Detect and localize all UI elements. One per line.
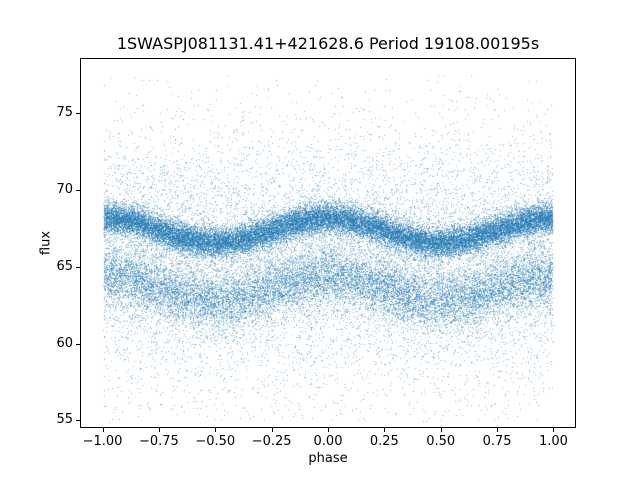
x-tick-mark <box>553 428 555 432</box>
y-tick-mark <box>76 343 80 345</box>
x-tick-label: −0.50 <box>195 434 236 449</box>
y-tick-mark <box>76 266 80 268</box>
x-tick-mark <box>384 428 386 432</box>
x-tick-mark <box>215 428 217 432</box>
y-tick-label: 65 <box>56 258 73 274</box>
y-tick-label: 55 <box>56 412 73 428</box>
y-tick-mark <box>76 190 80 192</box>
y-tick-mark <box>76 113 80 115</box>
y-axis-label: flux <box>38 230 54 256</box>
x-tick-mark <box>102 428 104 432</box>
x-tick-label: −0.25 <box>251 434 292 449</box>
x-tick-mark <box>328 428 329 432</box>
x-tick-label: 1.00 <box>538 434 568 449</box>
chart-title: 1SWASPJ081131.41+421628.6 Period 19108.0… <box>116 34 540 53</box>
x-tick-label: 0.25 <box>369 434 399 449</box>
x-tick-mark <box>497 428 499 432</box>
scatter-points-canvas <box>81 59 575 427</box>
x-axis-label: phase <box>308 451 348 466</box>
x-tick-mark <box>158 428 160 432</box>
y-tick-label: 70 <box>56 182 73 198</box>
x-tick-label: 0.00 <box>313 434 343 449</box>
x-tick-mark <box>271 428 273 432</box>
x-tick-mark <box>440 428 442 432</box>
y-tick-label: 75 <box>56 105 73 121</box>
y-tick-label: 60 <box>56 335 73 351</box>
x-tick-label: 0.75 <box>482 434 512 449</box>
x-tick-label: −1.00 <box>82 434 123 449</box>
x-tick-label: −0.75 <box>138 434 179 449</box>
x-tick-label: 0.50 <box>426 434 456 449</box>
plot-area <box>80 58 576 428</box>
y-tick-mark <box>76 420 80 422</box>
